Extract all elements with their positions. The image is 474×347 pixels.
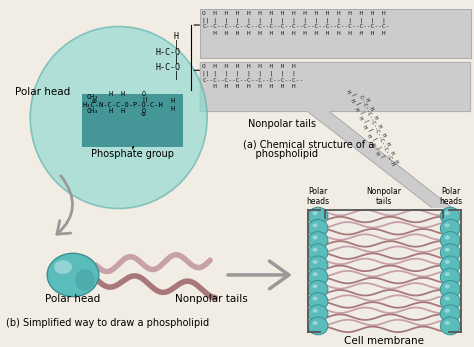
Text: O  H  H  H  H  H  H  H  H  H  H  H  H  H  H  H  H: O H H H H H H H H H H H H H H H H: [202, 11, 386, 16]
Ellipse shape: [312, 223, 318, 227]
Ellipse shape: [440, 207, 460, 225]
Ellipse shape: [308, 268, 328, 286]
Text: H  H  H  H  H  H  H  H: H H H H H H H H: [202, 85, 296, 90]
Ellipse shape: [440, 268, 460, 286]
Text: C--C--C--C--C--C--C--C--C--: C--C--C--C--C--C--C--C--C--: [202, 78, 303, 83]
Ellipse shape: [312, 309, 318, 313]
Bar: [308, 208, 461, 334]
Ellipse shape: [312, 297, 318, 301]
FancyArrowPatch shape: [228, 261, 289, 289]
Text: H-C-O: H-C-O: [155, 48, 181, 57]
Ellipse shape: [308, 305, 328, 323]
Text: || |  |  |  |  |  |  |  |: || | | | | | | | |: [202, 70, 296, 76]
Ellipse shape: [75, 269, 95, 291]
Text: Polar head: Polar head: [46, 294, 100, 304]
Text: Nonpolar tails: Nonpolar tails: [248, 119, 316, 129]
Text: ⊖: ⊖: [141, 111, 146, 117]
Text: H-C-O: H-C-O: [155, 63, 181, 72]
FancyBboxPatch shape: [82, 94, 183, 147]
Ellipse shape: [312, 285, 318, 288]
Ellipse shape: [308, 244, 328, 262]
Text: |: |: [174, 71, 179, 80]
Ellipse shape: [312, 248, 318, 252]
Text: O: O: [142, 108, 146, 113]
Ellipse shape: [445, 272, 450, 276]
Text: Polar
heads: Polar heads: [306, 187, 329, 206]
Ellipse shape: [445, 260, 450, 264]
Ellipse shape: [308, 232, 328, 249]
Text: H₃C-N-C-C-O-P-O-C-H: H₃C-N-C-C-O-P-O-C-H: [83, 102, 164, 108]
Text: Nonpolar
tails: Nonpolar tails: [366, 187, 401, 206]
Ellipse shape: [440, 256, 460, 274]
Ellipse shape: [30, 26, 207, 209]
Ellipse shape: [445, 309, 450, 313]
Ellipse shape: [445, 321, 450, 325]
Text: |  |  |  |  |  |  |  |: | | | | | | | |: [351, 92, 386, 159]
Ellipse shape: [440, 219, 460, 237]
Text: Phosphate group: Phosphate group: [91, 149, 174, 159]
Text: (b) Simplified way to draw a phospholipid: (b) Simplified way to draw a phospholipi…: [6, 318, 210, 328]
Text: H  H  H  H  H  H  H  H  H  H  H  H  H  H  H  H: H H H H H H H H H H H H H H H H: [202, 31, 386, 36]
Ellipse shape: [445, 248, 450, 252]
Text: ||: ||: [142, 97, 149, 102]
Text: H  H  H  H  H  H  H  H: H H H H H H H H: [345, 89, 380, 156]
Text: H: H: [174, 32, 179, 41]
Ellipse shape: [440, 232, 460, 249]
Text: |: |: [174, 40, 179, 49]
Text: ⊕: ⊕: [92, 99, 97, 104]
Ellipse shape: [308, 280, 328, 298]
Bar: [200, 9, 471, 58]
Text: H  H: H H: [109, 108, 125, 113]
Text: H  H: H H: [109, 91, 125, 97]
Ellipse shape: [440, 280, 460, 298]
Text: phospholipid: phospholipid: [243, 149, 318, 159]
Text: Nonpolar tails: Nonpolar tails: [175, 294, 248, 304]
Ellipse shape: [445, 236, 450, 239]
Ellipse shape: [308, 317, 328, 335]
Ellipse shape: [440, 317, 460, 335]
Text: |: |: [174, 56, 179, 65]
Text: H: H: [170, 105, 174, 112]
Text: H: H: [170, 98, 174, 104]
Ellipse shape: [445, 297, 450, 301]
Text: CH₃: CH₃: [87, 94, 99, 100]
Text: Polar head: Polar head: [15, 87, 71, 97]
Text: Cell membrane: Cell membrane: [344, 336, 424, 346]
Ellipse shape: [312, 211, 318, 215]
Text: (a) Chemical structure of a: (a) Chemical structure of a: [243, 139, 374, 149]
Ellipse shape: [312, 321, 318, 325]
Text: O: O: [142, 91, 146, 97]
Ellipse shape: [312, 272, 318, 276]
Ellipse shape: [308, 219, 328, 237]
Ellipse shape: [312, 236, 318, 239]
Ellipse shape: [312, 260, 318, 264]
Text: || |  |  |  |  |  |  |  |  |  |  |  |  |  |  |  |: || | | | | | | | | | | | | | | | |: [202, 17, 386, 23]
Text: CH₃: CH₃: [87, 108, 99, 113]
Ellipse shape: [308, 207, 328, 225]
Ellipse shape: [445, 223, 450, 227]
Text: H  H  H  H  H  H  H  H: H H H H H H H H: [364, 98, 399, 164]
Ellipse shape: [308, 293, 328, 311]
Text: Polar
heads: Polar heads: [439, 187, 462, 206]
Ellipse shape: [445, 211, 450, 215]
Text: C--C--C--C--C--C--C--C-H: C--C--C--C--C--C--C--C-H: [358, 95, 395, 168]
Ellipse shape: [440, 244, 460, 262]
Text: C--C--C--C--C--C--C--C--C--C--C--C--C--C--C--C--C-: C--C--C--C--C--C--C--C--C--C--C--C--C--C…: [202, 25, 390, 29]
Ellipse shape: [440, 293, 460, 311]
Ellipse shape: [308, 256, 328, 274]
Ellipse shape: [445, 285, 450, 288]
Ellipse shape: [47, 253, 99, 297]
Text: O  H  H  H  H  H  H  H  H: O H H H H H H H H: [202, 64, 296, 69]
Ellipse shape: [54, 260, 72, 274]
Ellipse shape: [440, 305, 460, 323]
Polygon shape: [200, 62, 471, 213]
FancyArrowPatch shape: [57, 176, 73, 234]
